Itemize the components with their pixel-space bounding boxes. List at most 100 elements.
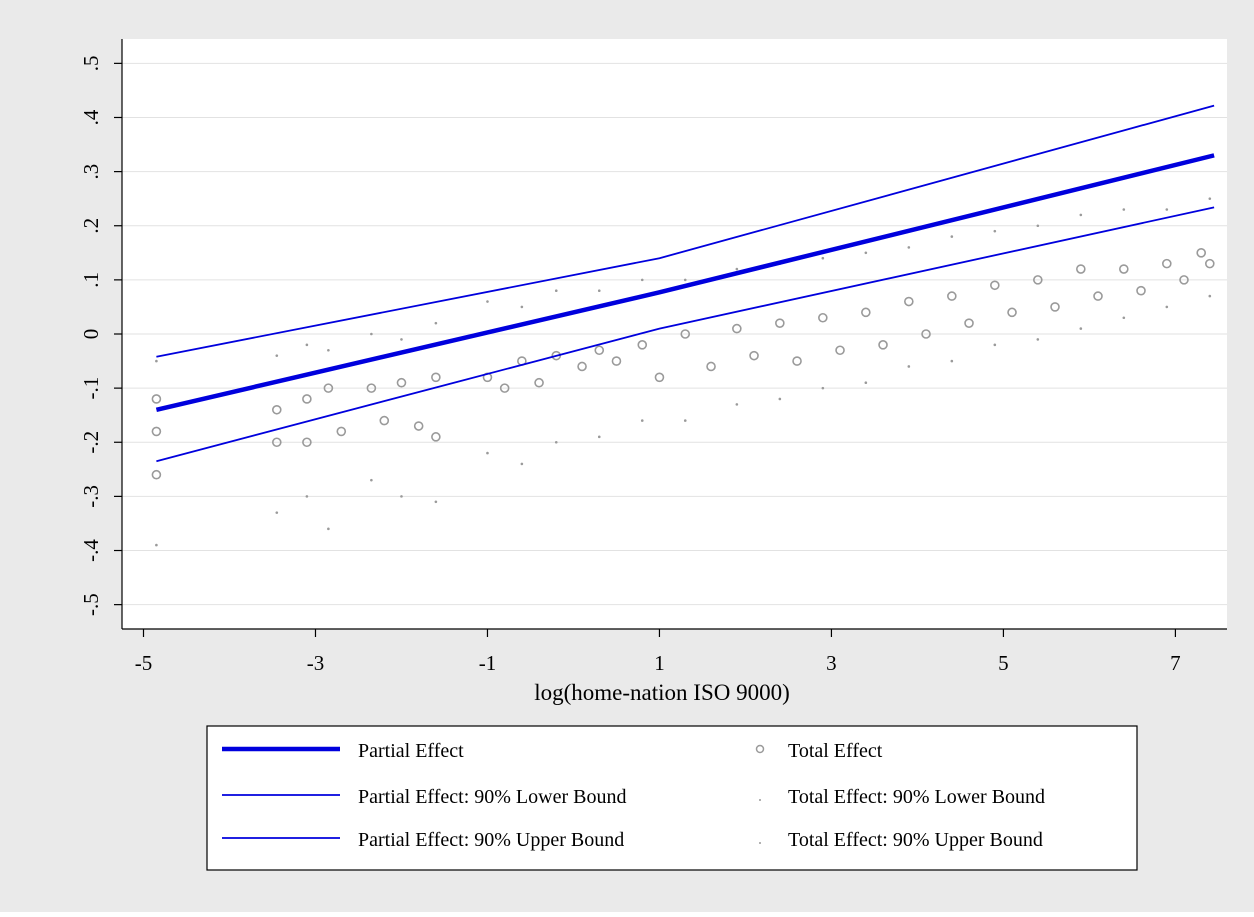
total-effect-upper-bound-point	[1036, 224, 1040, 228]
total-effect-lower-bound-point	[275, 511, 279, 514]
total-effect-point	[1119, 264, 1129, 274]
total-effect-upper-bound-point	[370, 332, 373, 336]
legend: Partial Effect Partial Effect: 90% Lower …	[206, 725, 1138, 871]
total-effect-lower-bound-point	[864, 381, 868, 385]
total-effect-point	[413, 421, 424, 431]
total-effect-point	[577, 361, 587, 372]
total-effect-point	[366, 383, 377, 393]
total-effect-point	[1162, 258, 1172, 269]
total-effect-upper-bound-point	[683, 278, 687, 282]
total-effect-upper-bound-point	[275, 354, 279, 357]
total-effect-lower-bound-point	[434, 500, 438, 504]
total-effect-point	[861, 307, 871, 318]
x-tick-label: 7	[1170, 651, 1181, 675]
total-effect-point	[654, 372, 665, 383]
total-effect-point	[680, 329, 691, 339]
total-effect-point	[921, 329, 931, 339]
total-effect-upper-bound-point	[735, 267, 739, 271]
partial-effect-upper-bound-line	[156, 104, 1215, 358]
x-tick-label: -1	[479, 651, 497, 675]
total-effect-point	[878, 340, 888, 350]
total-effect-point	[151, 469, 162, 480]
y-tick-label: -.3	[79, 485, 103, 508]
total-effect-upper-bound-point	[400, 338, 403, 341]
chart-lines	[155, 104, 1215, 463]
total-effect-point	[1007, 307, 1017, 318]
x-tick-label: 3	[826, 651, 837, 675]
legend-label: Total Effect: 90% Upper Bound	[788, 829, 1043, 851]
legend-label: Partial Effect	[358, 740, 464, 762]
total-effect-upper-bound-point	[950, 235, 954, 238]
total-effect-upper-bound-point	[434, 321, 438, 325]
total-effect-point	[818, 312, 828, 323]
legend-label: Total Effect: 90% Lower Bound	[788, 786, 1045, 808]
legend-marker-dot	[759, 799, 761, 801]
total-effect-point	[151, 426, 162, 437]
total-effect-lower-bound-point	[907, 365, 911, 368]
total-effect-upper-bound-point	[1122, 208, 1126, 211]
total-effect-point	[792, 356, 802, 366]
total-effect-lower-bound-point	[520, 462, 524, 466]
y-tick-label: -.5	[79, 593, 103, 616]
total-effect-lower-bound-point	[305, 495, 309, 498]
total-effect-upper-bound-point	[554, 289, 558, 292]
total-effect-lower-bound-point	[1122, 316, 1126, 320]
total-effect-point	[904, 296, 914, 307]
y-tick-label: .3	[79, 164, 103, 180]
total-effect-point	[947, 291, 957, 301]
total-effect-lower-bound-point	[597, 435, 601, 439]
y-tick-label: 0	[79, 329, 103, 340]
total-effect-lower-bound-point	[821, 386, 825, 390]
total-effect-point	[1050, 302, 1060, 312]
legend-label: Total Effect	[788, 740, 883, 762]
total-effect-point	[1196, 248, 1207, 258]
total-effect-point	[594, 345, 605, 356]
total-effect-point	[302, 394, 312, 404]
total-effect-upper-bound-point	[327, 348, 330, 352]
total-effect-point	[775, 318, 785, 328]
grid-lines	[122, 62, 1227, 606]
total-effect-point	[990, 280, 1000, 291]
total-effect-point	[379, 415, 390, 426]
total-effect-point	[1136, 285, 1146, 296]
total-effect-upper-bound-point	[520, 305, 524, 309]
total-effect-lower-bound-point	[554, 440, 558, 444]
total-effect-upper-bound-point	[1208, 197, 1212, 200]
y-tick-label: -.4	[79, 539, 103, 562]
total-effect-lower-bound-point	[486, 451, 489, 455]
total-effect-point	[271, 437, 282, 448]
y-tick-label: .2	[79, 218, 103, 234]
total-effect-point	[749, 350, 759, 361]
total-effect-point	[611, 356, 622, 366]
total-effect-lower-bound-point	[155, 543, 158, 547]
total-effect-lower-bound-point	[400, 495, 403, 498]
total-effect-upper-bound-point	[864, 251, 868, 255]
x-tick-label: -3	[307, 651, 325, 675]
total-effect-lower-bound-point	[950, 359, 954, 363]
total-effect-point	[1205, 258, 1215, 269]
total-effect-lower-bound-point	[327, 527, 330, 531]
total-effect-upper-bound-point	[597, 289, 601, 292]
total-effect-upper-bound-point	[155, 359, 158, 363]
total-effect-point	[534, 377, 544, 388]
partial-effect-line	[155, 153, 1215, 412]
y-tick-label: .1	[79, 272, 103, 288]
x-axis-label: log(home-nation ISO 9000)	[534, 680, 790, 705]
total-effect-lower-bound-point	[993, 343, 997, 347]
total-effect-upper-bound-point	[486, 300, 489, 303]
legend-marker-total-effect	[755, 744, 765, 754]
legend-label: Partial Effect: 90% Upper Bound	[358, 829, 624, 851]
total-effect-point	[431, 432, 441, 442]
x-tick-label: -5	[135, 651, 153, 675]
total-effect-point	[1179, 275, 1189, 285]
y-tick-label: .5	[79, 55, 103, 71]
axis-ticks: -.5 -.4 -.3 -.2 -.1 0 .1 .2 .3 .4 .5 -5 -3 -1 1 3 5 7	[79, 55, 1181, 675]
total-effect-point	[1093, 291, 1103, 301]
x-tick-label: 1	[654, 651, 665, 675]
total-effect-point	[964, 318, 974, 328]
total-effect-upper-bound-point	[907, 246, 911, 249]
total-effect-upper-bound-point	[821, 256, 825, 260]
total-effect-lower-bound-point	[1208, 294, 1212, 298]
x-tick-label: 5	[998, 651, 1009, 675]
